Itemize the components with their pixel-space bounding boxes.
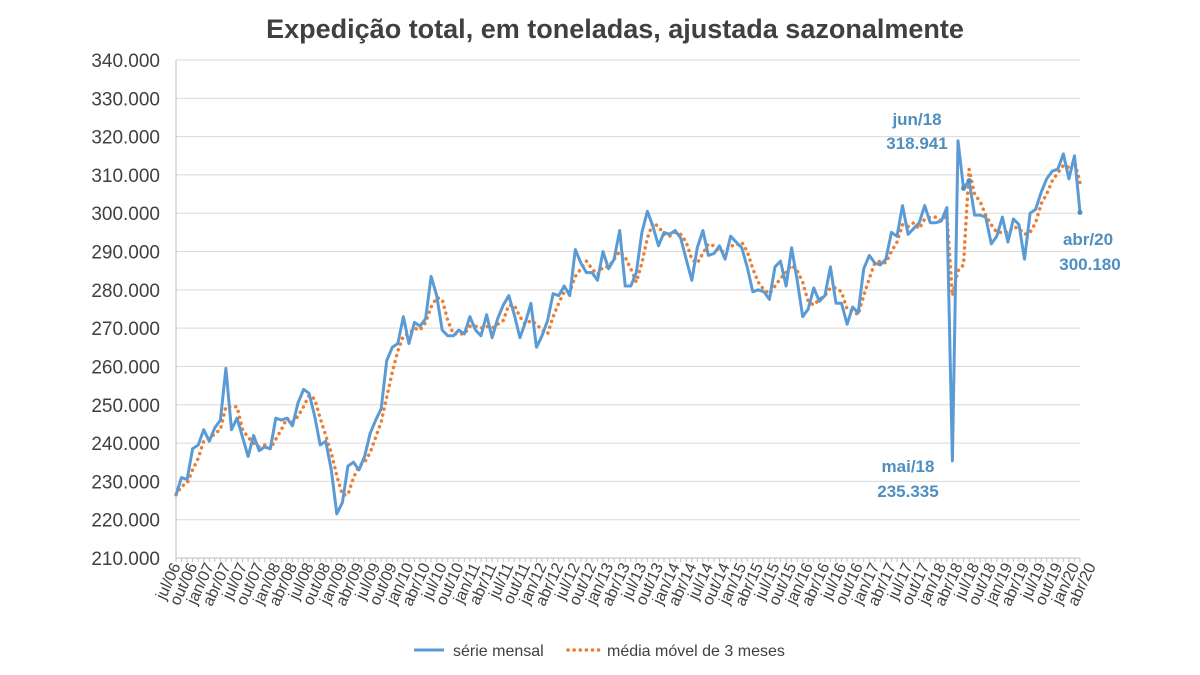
y-tick-label: 260.000: [91, 357, 160, 378]
y-tick-label: 280.000: [91, 281, 160, 302]
y-tick-label: 340.000: [91, 51, 160, 72]
y-tick-label: 230.000: [91, 472, 160, 493]
annotation-value: 300.180: [1059, 255, 1120, 274]
legend-label-moving-average: média móvel de 3 meses: [607, 643, 785, 660]
annotation-label: jun/18: [891, 110, 941, 129]
y-tick-label: 330.000: [91, 89, 160, 110]
y-tick-label: 270.000: [91, 319, 160, 340]
y-tick-label: 220.000: [91, 511, 160, 532]
y-tick-label: 320.000: [91, 128, 160, 149]
annotation-marker: [1077, 210, 1083, 216]
y-tick-label: 310.000: [91, 166, 160, 187]
y-tick-label: 300.000: [91, 204, 160, 225]
annotation-value: 235.335: [877, 482, 938, 501]
y-tick-label: 250.000: [91, 396, 160, 417]
y-tick-label: 290.000: [91, 243, 160, 264]
series-monthly-line: [174, 139, 1082, 516]
chart-title: Expedição total, em toneladas, ajustada …: [266, 14, 964, 44]
y-tick-label: 210.000: [91, 549, 160, 570]
annotation-marker: [961, 185, 967, 191]
annotation-label: abr/20: [1063, 230, 1113, 249]
annotation-value: 318.941: [886, 134, 947, 153]
annotation-label: mai/18: [882, 457, 935, 476]
y-tick-label: 240.000: [91, 434, 160, 455]
legend-label-monthly: série mensal: [453, 643, 544, 660]
annotation-marker: [966, 178, 972, 184]
